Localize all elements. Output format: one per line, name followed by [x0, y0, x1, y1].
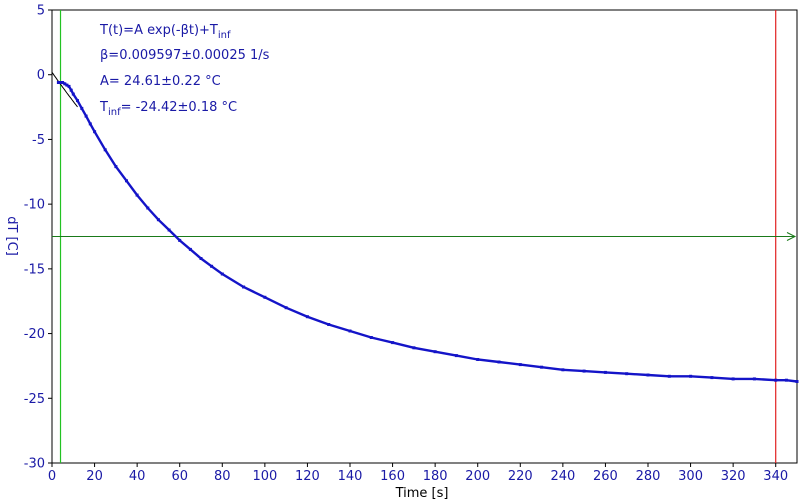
y-tick-label: -30: [24, 457, 45, 472]
data-point: [80, 106, 84, 110]
data-point: [65, 83, 69, 87]
horizontal-line-arrow: [786, 232, 797, 241]
x-tick-label: 240: [550, 469, 575, 484]
data-point: [774, 378, 778, 382]
y-axis: 5 0 -5 -10 -15 -20 -25 -30: [24, 4, 52, 472]
data-point: [305, 315, 309, 319]
x-tick-label: 260: [593, 469, 618, 484]
x-tick-label: 120: [295, 469, 320, 484]
x-tick-label: 160: [380, 469, 405, 484]
x-axis-title: Time [s]: [395, 486, 449, 501]
fit-annotation-line: Tinf= -24.42±0.18 °C: [99, 100, 237, 118]
x-tick-label: 220: [508, 469, 533, 484]
y-tick-label: -5: [32, 133, 45, 148]
data-point: [625, 372, 629, 376]
data-point: [327, 323, 331, 326]
fit-annotation-line: T(t)=A exp(-βt)+Tinf: [99, 23, 231, 41]
data-point: [210, 264, 214, 268]
data-point: [348, 329, 352, 333]
data-point: [103, 148, 107, 152]
data-point: [476, 358, 480, 361]
x-tick-label: 300: [678, 469, 703, 484]
data-point: [67, 84, 71, 88]
data-point: [156, 218, 160, 222]
data-point: [540, 365, 544, 369]
data-point: [84, 114, 88, 118]
y-tick-label: -10: [24, 198, 45, 213]
data-point: [61, 81, 65, 84]
fit-annotation: T(t)=A exp(-βt)+Tinf β=0.009597±0.00025 1…: [99, 23, 270, 118]
data-point: [689, 374, 693, 378]
x-axis: 0 20 40 60 80 100 120 140 160 180 200 220 240 260 280 3…: [48, 463, 788, 484]
x-tick-label: 200: [465, 469, 490, 484]
fit-curve: [51, 72, 78, 108]
x-tick-label: 140: [338, 469, 363, 484]
y-tick-label: -15: [24, 262, 45, 277]
data-point: [497, 360, 501, 364]
x-tick-label: 320: [721, 469, 746, 484]
x-tick-label: 80: [214, 469, 231, 484]
data-point: [71, 92, 75, 96]
data-point: [59, 81, 62, 84]
data-point: [603, 370, 607, 374]
data-point: [178, 238, 182, 242]
data-point: [284, 306, 288, 310]
fit-curve-group: [51, 72, 78, 108]
x-tick-label: 340: [763, 469, 788, 484]
y-axis-title: dT [C]: [4, 216, 19, 256]
data-point: [76, 99, 79, 103]
data-point: [69, 88, 73, 92]
data-point: [242, 285, 246, 289]
data-point: [263, 295, 267, 299]
x-tick-label: 100: [252, 469, 277, 484]
x-tick-label: 280: [636, 469, 661, 484]
data-point: [433, 350, 437, 354]
data-point: [667, 374, 671, 378]
data-point: [63, 82, 67, 86]
data-point: [561, 368, 565, 372]
data-point: [582, 369, 586, 373]
x-tick-label: 180: [423, 469, 448, 484]
data-point: [135, 193, 139, 197]
data-point: [454, 354, 458, 358]
data-point: [220, 272, 224, 276]
data-point: [784, 378, 788, 382]
y-tick-label: 5: [37, 4, 45, 19]
data-point: [710, 376, 714, 380]
data-point: [795, 380, 799, 383]
data-point: [646, 373, 650, 377]
data-point: [369, 336, 373, 339]
data-point: [125, 179, 128, 183]
data-point: [93, 130, 97, 134]
y-tick-label: -20: [24, 327, 45, 342]
y-tick-label: -25: [24, 392, 45, 407]
data-point: [88, 122, 92, 126]
x-tick-label: 40: [129, 469, 146, 484]
data-point: [391, 341, 395, 345]
y-tick-label: 0: [37, 68, 45, 83]
x-tick-label: 20: [86, 469, 103, 484]
x-tick-label: 0: [48, 469, 56, 484]
data-series-line: [58, 81, 798, 383]
fit-annotation-line: A= 24.61±0.22 °C: [100, 74, 221, 89]
data-point: [167, 228, 171, 232]
data-point: [199, 257, 203, 260]
data-point: [412, 346, 416, 350]
x-tick-label: 60: [171, 469, 188, 484]
data-point: [146, 206, 150, 210]
data-point: [114, 165, 118, 169]
data-point: [731, 377, 735, 381]
data-points-group: [56, 81, 799, 383]
fit-annotation-line: β=0.009597±0.00025 1/s: [100, 48, 270, 63]
data-point: [752, 377, 756, 381]
data-point: [518, 363, 522, 367]
data-point: [56, 81, 60, 84]
data-point: [188, 247, 192, 251]
